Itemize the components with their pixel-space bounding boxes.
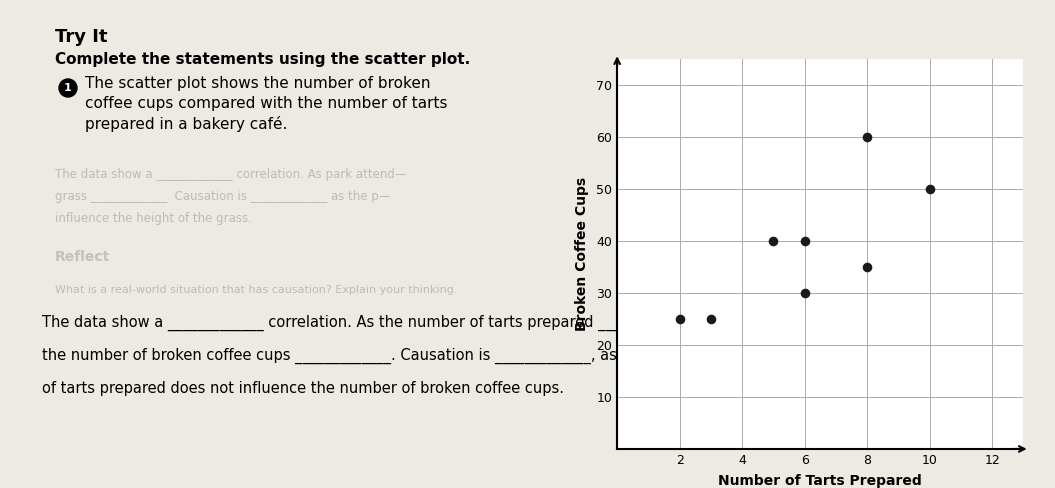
X-axis label: Number of Tarts Prepared: Number of Tarts Prepared [718, 474, 922, 488]
Text: of tarts prepared does not influence the number of broken coffee cups.: of tarts prepared does not influence the… [42, 381, 564, 396]
Point [765, 237, 782, 244]
Text: 1: 1 [64, 83, 72, 93]
Point [859, 133, 876, 141]
Point [671, 315, 688, 323]
Point [921, 185, 938, 193]
Text: What is a real-world situation that has causation? Explain your thinking.: What is a real-world situation that has … [55, 285, 458, 295]
Point [797, 289, 813, 297]
Y-axis label: Broken Coffee Cups: Broken Coffee Cups [575, 177, 590, 331]
Point [859, 263, 876, 271]
Text: The scatter plot shows the number of broken: The scatter plot shows the number of bro… [85, 76, 430, 91]
Point [703, 315, 720, 323]
Text: the number of broken coffee cups _____________. Causation is _____________, as t: the number of broken coffee cups _______… [42, 348, 708, 364]
Text: grass _____________  Causation is _____________ as the p—: grass _____________ Causation is _______… [55, 190, 390, 203]
Text: coffee cups compared with the number of tarts: coffee cups compared with the number of … [85, 96, 447, 111]
Text: prepared in a bakery café.: prepared in a bakery café. [85, 116, 287, 132]
Text: The data show a _____________ correlation. As the number of tarts prepared _____: The data show a _____________ correlatio… [42, 315, 698, 331]
Text: influence the height of the grass.: influence the height of the grass. [55, 212, 252, 225]
Text: Try It: Try It [55, 28, 108, 46]
Text: The data show a _____________ correlation. As park attend—: The data show a _____________ correlatio… [55, 168, 406, 181]
Text: Reflect: Reflect [55, 250, 111, 264]
Text: Complete the statements using the scatter plot.: Complete the statements using the scatte… [55, 52, 471, 67]
Circle shape [59, 79, 77, 97]
Point [797, 237, 813, 244]
